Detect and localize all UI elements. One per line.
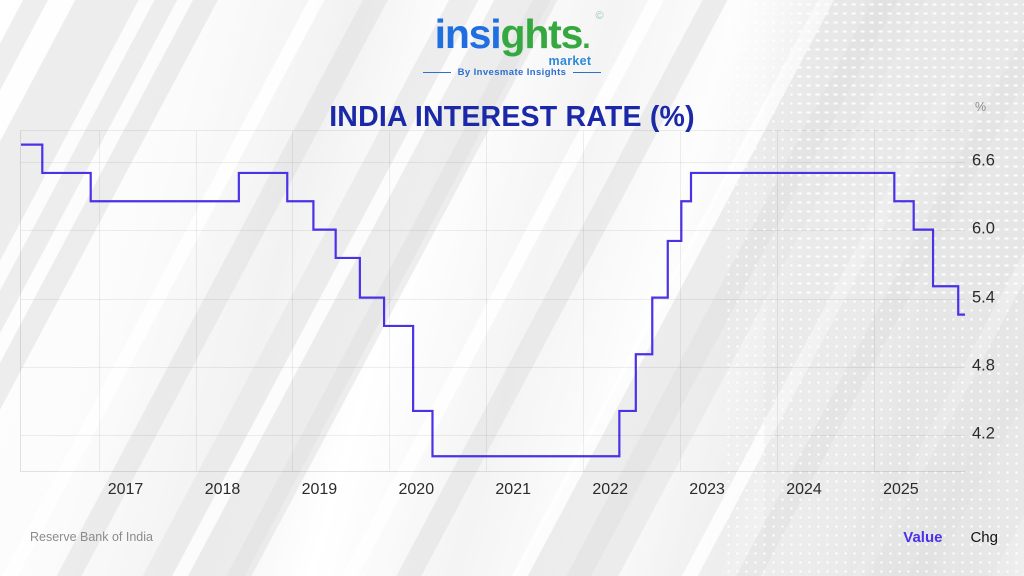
gridline-vertical bbox=[195, 131, 197, 471]
gridline-horizontal bbox=[21, 367, 965, 368]
brand-logo: insights. © market By Invesmate Insights bbox=[0, 11, 1024, 78]
tagline-rule-left bbox=[422, 71, 451, 74]
legend: Value Chg bbox=[903, 529, 998, 546]
x-axis-tick-label: 2023 bbox=[689, 481, 725, 498]
gridline-vertical bbox=[98, 131, 100, 471]
background-dot-pattern-secondary bbox=[794, 0, 1024, 300]
x-axis-tick-label: 2017 bbox=[107, 481, 144, 498]
gridline-horizontal bbox=[21, 298, 965, 300]
x-axis-tick-label: 2018 bbox=[204, 481, 241, 498]
tagline-text: By Invesmate Insights bbox=[457, 67, 567, 78]
brand-wordmark-part1: insi bbox=[434, 11, 502, 57]
page-title: INDIA INTEREST RATE (%) bbox=[329, 101, 695, 133]
x-axis-tick-label: 2022 bbox=[592, 481, 628, 498]
brand-wordmark: insights. © market bbox=[434, 11, 604, 67]
gridline-vertical bbox=[680, 131, 682, 471]
gridline-vertical bbox=[777, 131, 778, 471]
registered-trademark-icon: © bbox=[595, 10, 603, 22]
chart-plot-area bbox=[20, 130, 965, 472]
value-series-line bbox=[21, 131, 965, 471]
x-axis-tick-label: 2020 bbox=[398, 481, 435, 498]
gridline-vertical bbox=[292, 131, 294, 471]
legend-item-chg[interactable]: Chg bbox=[970, 529, 998, 546]
brand-wordmark-part2: ghts bbox=[500, 11, 583, 57]
tagline-rule-right bbox=[573, 71, 602, 74]
y-axis-tick-label: 4.2 bbox=[972, 424, 995, 443]
brand-wordmark-period: . bbox=[582, 22, 590, 55]
brand-tagline: By Invesmate Insights bbox=[0, 67, 1024, 78]
y-axis-unit: % bbox=[975, 100, 987, 114]
gridline-vertical bbox=[583, 131, 585, 471]
gridline-vertical bbox=[486, 131, 488, 471]
source-label: Reserve Bank of India bbox=[30, 530, 153, 544]
gridline-vertical bbox=[389, 131, 391, 471]
x-axis-tick-label: 2024 bbox=[786, 481, 822, 498]
x-axis-tick-label: 2021 bbox=[495, 481, 531, 498]
gridline-vertical bbox=[873, 131, 875, 471]
y-axis-tick-label: 5.4 bbox=[972, 288, 995, 307]
brand-subtitle: market bbox=[548, 53, 592, 68]
gridline-horizontal bbox=[21, 435, 965, 437]
gridline-horizontal bbox=[21, 230, 965, 232]
y-axis-tick-label: 6.0 bbox=[972, 219, 995, 238]
legend-item-value[interactable]: Value bbox=[903, 529, 943, 546]
y-axis-tick-label: 4.8 bbox=[972, 356, 995, 375]
x-axis-tick-label: 2019 bbox=[301, 481, 338, 498]
gridline-horizontal bbox=[21, 161, 965, 163]
y-axis-tick-label: 6.6 bbox=[972, 151, 995, 170]
x-axis-tick-label: 2025 bbox=[883, 481, 919, 498]
